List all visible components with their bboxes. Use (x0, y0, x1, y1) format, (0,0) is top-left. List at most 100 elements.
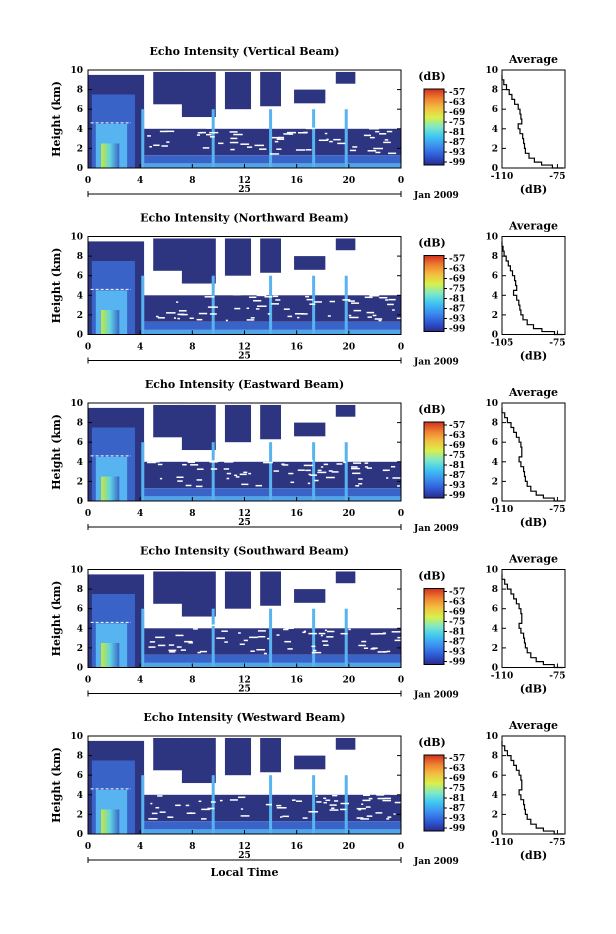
echo-gap (206, 127, 211, 129)
echo-gap (206, 133, 212, 136)
echo-gap (189, 317, 194, 320)
echo-cloud (224, 404, 252, 443)
echo-gap (177, 480, 183, 482)
echo-gap (238, 632, 241, 634)
colorbar-unit: (dB) (418, 237, 445, 250)
echo-core (101, 476, 120, 501)
echo-gap (166, 141, 170, 143)
echo-gap (391, 631, 401, 633)
echo-gap (188, 642, 193, 644)
echo-cloud (260, 71, 282, 107)
echo-gap (196, 318, 203, 321)
echo-streak (211, 275, 215, 335)
profile-line (501, 241, 563, 336)
day-label: 25 (238, 352, 251, 362)
colorbar (423, 88, 445, 166)
echo-cloud (153, 737, 185, 771)
echo-gap (149, 146, 152, 148)
echo-gap (207, 807, 215, 810)
colorbar-tick-label: -69 (449, 774, 465, 784)
echo-gap (397, 636, 401, 639)
echo-gap (273, 470, 280, 472)
profile-xlabel: (dB) (520, 849, 547, 862)
echo-core (101, 143, 120, 168)
echo-gap (363, 794, 370, 797)
echo-gap (256, 305, 267, 307)
y-tick-label: 2 (77, 311, 83, 321)
echo-gap (390, 793, 399, 795)
profile-y-tick-label: 8 (492, 585, 498, 595)
echo-gap (186, 812, 196, 815)
echo-gap (149, 641, 156, 643)
echo-gap (196, 468, 204, 470)
echo-gap (210, 468, 218, 470)
echo-gap (248, 472, 252, 475)
colorbar (423, 588, 445, 665)
echo-gap (159, 130, 168, 133)
echo-gap (331, 807, 335, 810)
echo-gap (325, 799, 331, 802)
profile-y-tick-label: 0 (492, 497, 498, 507)
echo-gap (318, 139, 329, 142)
echo-gap (259, 148, 267, 150)
echo-gap (230, 148, 235, 151)
echo-gap (157, 317, 165, 319)
echo-gap (308, 473, 311, 476)
echo-cloud (294, 422, 326, 437)
echo-gap (225, 124, 236, 126)
echo-gap (240, 792, 248, 795)
profile-frame (501, 569, 566, 668)
echo-gap (276, 807, 287, 809)
echo-gap (256, 648, 266, 651)
x-tick-label: 4 (137, 343, 143, 353)
echo-gap (243, 639, 248, 642)
echo-gap (175, 634, 184, 637)
profile-y-tick-label: 2 (492, 810, 498, 820)
echo-gap (267, 637, 270, 640)
x-tick-label: 8 (189, 343, 195, 353)
echo-gap (278, 136, 285, 139)
x-tick-label: 0 (85, 176, 91, 186)
echo-gap (366, 467, 372, 469)
y-tick-label: 4 (77, 458, 83, 468)
echo-gap (342, 299, 351, 301)
profile-line (501, 407, 564, 502)
x-tick-label: 12 (238, 509, 251, 519)
echo-gap (202, 147, 210, 149)
echo-gap (197, 651, 201, 654)
echo-gap (377, 126, 385, 129)
echo-streak (141, 109, 145, 168)
echo-gap (150, 818, 158, 820)
colorbar-tick-label: -57 (449, 754, 465, 764)
y-tick-label: 8 (77, 419, 83, 429)
echo-gap (297, 469, 305, 471)
echo-gap (336, 463, 343, 465)
echo-gap (320, 634, 323, 637)
echo-gap (355, 485, 360, 487)
echo-gap (295, 149, 306, 151)
x-tick-label: 16 (290, 842, 303, 852)
echo-cloud (224, 238, 252, 276)
x-tick-label: 0 (398, 676, 404, 686)
echo-gap (156, 315, 159, 318)
echo-gap (387, 816, 392, 818)
echo-gap (151, 625, 160, 628)
echo-gap (366, 311, 375, 314)
echo-gap (165, 130, 175, 133)
y-tick-label: 10 (70, 66, 83, 76)
echo-cloud (224, 571, 252, 609)
echo-gap (374, 318, 383, 320)
echo-cloud (260, 238, 282, 273)
profile-line (501, 740, 564, 835)
echo-cloud (294, 256, 326, 270)
colorbar-unit: (dB) (418, 736, 445, 749)
profile-xlabel: (dB) (520, 516, 547, 529)
profile-title: Average (508, 386, 558, 399)
echo-gap (250, 650, 255, 652)
echo-streak (344, 608, 348, 668)
echo-gap (186, 625, 197, 627)
echo-gap (332, 291, 341, 294)
echo-gap (302, 817, 308, 819)
echo-gap (240, 143, 250, 145)
echo-gap (209, 136, 215, 138)
